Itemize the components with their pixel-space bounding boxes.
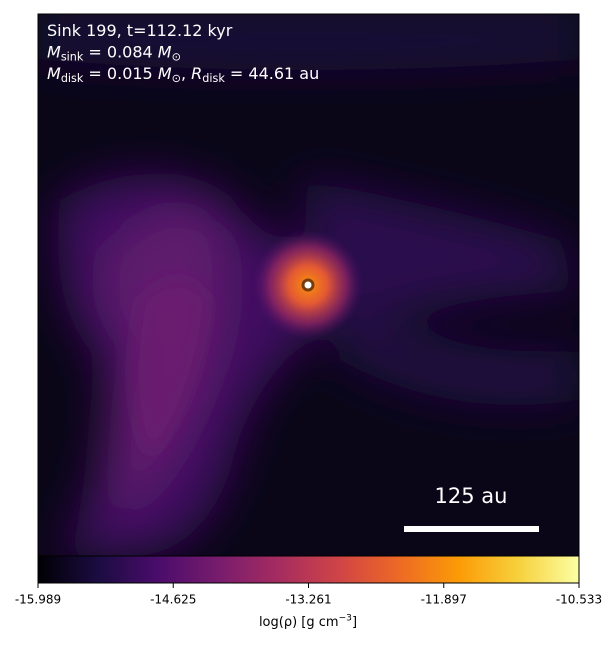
colorbar-label: log(ρ) [g cm−3​] [259,613,357,630]
scale-bar-label: 125 au [435,484,508,508]
tick-label: -15.989 [15,593,61,607]
subscript: disk [202,72,225,85]
text-part: = 44.61 au [225,64,319,83]
annotation-line: Sink 199, t=112.12 kyr [47,21,233,40]
text-part: ] [352,615,357,630]
annotation: Sink 199, t=112.12 kyr Msink​ = 0.084 M⊙​… [47,21,319,85]
subscript: ⊙ [172,72,181,85]
annotation-line: Mdisk​ = 0.015 M⊙​, Rdisk​ = 44.61 au [47,64,319,85]
tick-label: -11.897 [421,593,467,607]
text-part: log(ρ) [g cm [259,615,339,630]
text-part: , [181,64,191,83]
colorbar-axis: -15.989 -14.625 -13.261 -11.897 -10.533 [15,583,602,607]
math-symbol: M [158,42,172,61]
tick-label: -13.261 [285,593,331,607]
tick-label: -14.625 [150,593,196,607]
sink-marker [301,278,315,292]
math-symbol: M [47,42,61,61]
subscript: sink [61,50,84,63]
text-part: = 0.015 [83,64,157,83]
tick-label: -10.533 [556,593,602,607]
subscript: disk [61,72,84,85]
math-symbol: M [158,64,172,83]
math-symbol: M [47,64,61,83]
subscript: ⊙ [172,50,181,63]
colorbar [37,555,580,584]
superscript: −3 [339,613,353,623]
text-part: = 0.084 [83,42,157,61]
text-part: Sink 199, t=112.12 kyr [47,21,233,40]
math-symbol: R [191,64,202,83]
annotation-line: Msink​ = 0.084 M⊙​ [47,42,181,63]
density-image [38,14,579,556]
